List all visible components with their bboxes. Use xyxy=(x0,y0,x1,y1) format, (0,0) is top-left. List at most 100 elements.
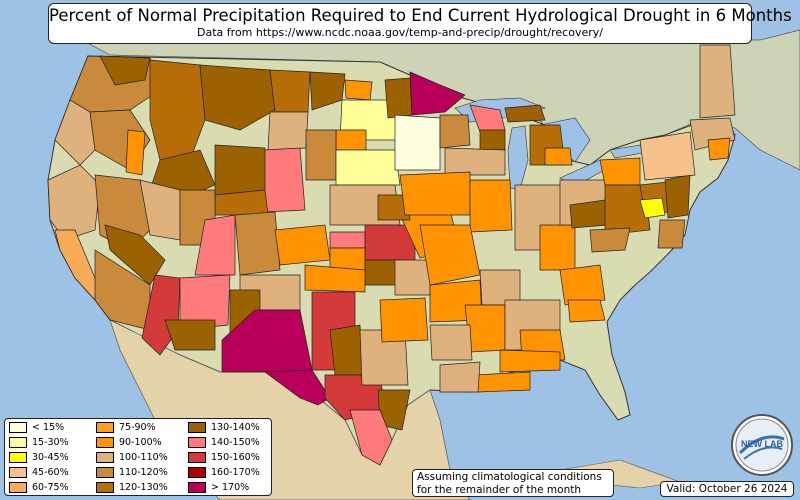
drought-region xyxy=(394,259,431,296)
legend-swatch xyxy=(9,467,27,478)
drought-region xyxy=(699,44,736,119)
drought-region xyxy=(349,409,393,466)
legend-item: 110-120% xyxy=(96,466,168,479)
legend-label: 75-90% xyxy=(119,422,156,433)
drought-region xyxy=(329,324,363,376)
drought-region xyxy=(394,114,441,171)
drought-region xyxy=(569,199,609,229)
drought-region xyxy=(469,179,513,233)
map-subtitle: Data from https://www.ncdc.noaa.gov/temp… xyxy=(197,26,603,39)
legend-label: > 170% xyxy=(211,482,250,493)
legend-item: 60-75% xyxy=(9,481,69,494)
note-line-2: for the remainder of the month xyxy=(417,484,582,496)
legend-item: < 15% xyxy=(9,421,64,434)
drought-region xyxy=(479,129,506,151)
legend-label: 60-75% xyxy=(32,482,69,493)
drought-region xyxy=(329,247,366,271)
drought-region xyxy=(429,324,473,361)
drought-region xyxy=(399,171,471,216)
legend-item: 75-90% xyxy=(96,421,156,434)
drought-region xyxy=(335,129,367,151)
legend-item: 130-140% xyxy=(188,421,260,434)
drought-region xyxy=(707,137,731,161)
legend-item: 150-160% xyxy=(188,451,260,464)
drought-region xyxy=(589,227,631,253)
note-line-1: Assuming climatological conditions xyxy=(417,471,602,483)
legend-swatch xyxy=(188,467,206,478)
legend-item: 45-60% xyxy=(9,466,69,479)
drought-region xyxy=(604,184,651,236)
drought-region xyxy=(499,349,561,373)
drought-region xyxy=(657,219,686,249)
drought-region xyxy=(474,371,531,393)
drought-region xyxy=(439,114,471,149)
legend-item: 90-100% xyxy=(96,436,162,449)
drought-region xyxy=(47,164,101,241)
drought-region xyxy=(125,129,146,176)
legend-label: 150-160% xyxy=(211,452,260,463)
legend-item: 120-130% xyxy=(96,481,168,494)
drought-region xyxy=(305,129,337,181)
drought-region xyxy=(263,369,331,406)
legend-swatch xyxy=(96,437,114,448)
legend-label: 140-150% xyxy=(211,437,260,448)
legend-label: 110-120% xyxy=(119,467,168,478)
drought-region xyxy=(409,71,466,116)
drought-region xyxy=(267,111,309,151)
legend-label: 160-170% xyxy=(211,467,260,478)
title-box: Percent of Normal Precipitation Required… xyxy=(48,3,792,44)
legend-item: 100-110% xyxy=(96,451,168,464)
drought-region xyxy=(539,224,576,271)
legend-swatch xyxy=(188,437,206,448)
legend: < 15% 15-30% 30-45% 45-60% 60-75% 75-90% 90-10… xyxy=(4,418,272,496)
legend-label: 45-60% xyxy=(32,467,69,478)
drought-region xyxy=(444,147,506,176)
drought-region xyxy=(329,231,366,249)
logo-text: NEW LAB xyxy=(741,439,783,449)
newlab-logo: NEW LAB xyxy=(731,414,793,476)
legend-swatch xyxy=(96,452,114,463)
drought-region xyxy=(439,361,481,393)
legend-swatch xyxy=(96,482,114,493)
legend-label: 100-110% xyxy=(119,452,168,463)
legend-item: 15-30% xyxy=(9,436,69,449)
drought-region xyxy=(304,264,366,293)
legend-label: 130-140% xyxy=(211,422,260,433)
legend-swatch xyxy=(96,422,114,433)
drought-region xyxy=(214,144,269,196)
drought-region xyxy=(599,157,641,186)
drought-region xyxy=(199,64,276,131)
legend-label: 90-100% xyxy=(119,437,162,448)
drought-region xyxy=(99,55,151,86)
legend-swatch xyxy=(9,482,27,493)
drought-region xyxy=(344,79,373,101)
legend-swatch xyxy=(188,422,206,433)
drought-region xyxy=(504,104,546,123)
drought-region xyxy=(179,274,231,331)
drought-region xyxy=(567,299,606,323)
legend-item: 30-45% xyxy=(9,451,69,464)
drought-region xyxy=(384,77,413,119)
legend-swatch xyxy=(188,482,206,493)
drought-region xyxy=(264,147,306,213)
legend-label: < 15% xyxy=(32,422,65,433)
drought-region xyxy=(274,224,331,266)
drought-region xyxy=(639,131,696,181)
legend-swatch xyxy=(188,452,206,463)
legend-item: 140-150% xyxy=(188,436,260,449)
drought-region xyxy=(377,194,411,221)
legend-swatch xyxy=(9,422,27,433)
drought-region xyxy=(544,147,573,166)
legend-label: 15-30% xyxy=(32,437,69,448)
drought-region xyxy=(234,211,281,276)
legend-label: 30-45% xyxy=(32,452,69,463)
drought-region xyxy=(194,214,236,276)
legend-label: 120-130% xyxy=(119,482,168,493)
drought-region xyxy=(639,197,666,219)
legend-swatch xyxy=(96,467,114,478)
drought-region xyxy=(379,297,429,343)
assumption-note: Assuming climatological conditions for t… xyxy=(412,469,614,497)
drought-region xyxy=(664,174,691,219)
drought-region xyxy=(419,224,481,286)
